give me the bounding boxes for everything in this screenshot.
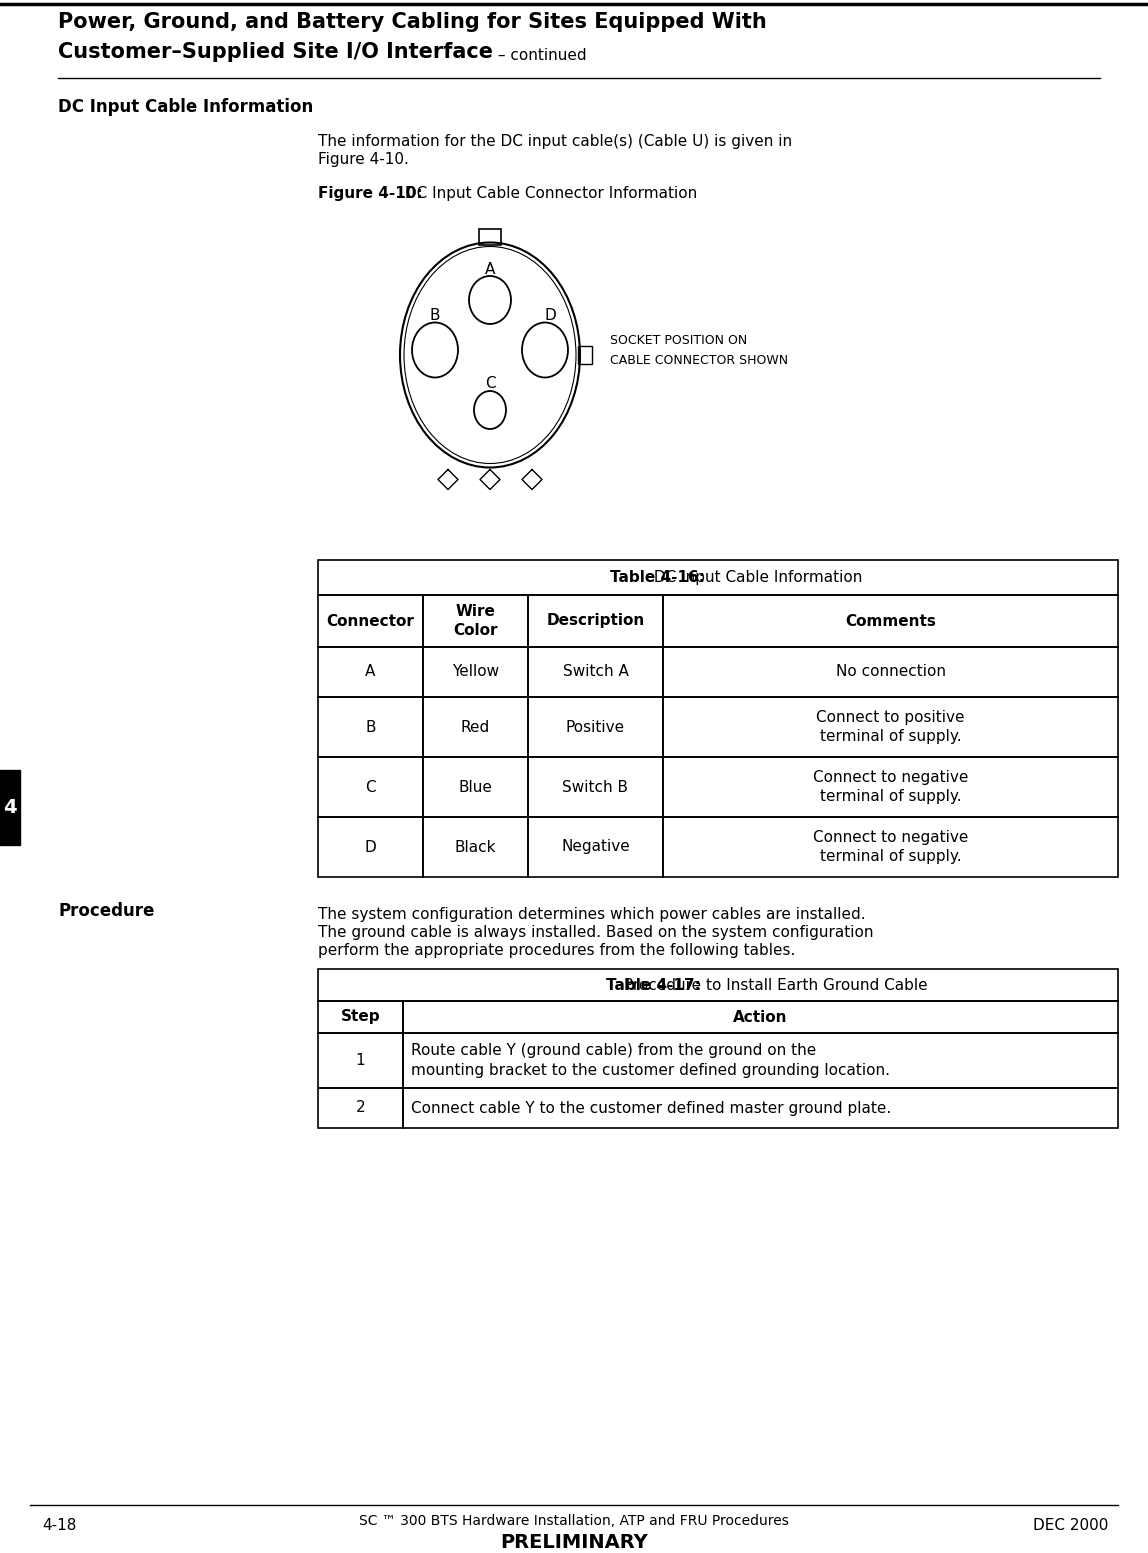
Text: Customer–Supplied Site I/O Interface: Customer–Supplied Site I/O Interface [59, 42, 492, 62]
Bar [422, 756, 528, 817]
Bar [403, 1089, 1118, 1127]
Text: 2: 2 [356, 1101, 365, 1115]
Text: Route cable Y (ground cable) from the ground on the
mounting bracket to the cust: Route cable Y (ground cable) from the gr… [411, 1044, 890, 1078]
Text: – continued: – continued [492, 48, 587, 64]
Bar [318, 1089, 403, 1127]
Bar [479, 228, 501, 244]
Text: Figure 4-10:: Figure 4-10: [318, 186, 422, 200]
Bar [664, 756, 1118, 817]
Text: PRELIMINARY: PRELIMINARY [501, 1533, 647, 1551]
Text: Table 4-16:: Table 4-16: [611, 570, 706, 585]
Bar [664, 595, 1118, 648]
Text: 1: 1 [356, 1053, 365, 1068]
Bar [528, 817, 664, 877]
Text: Step: Step [341, 1009, 380, 1025]
Text: DC Input Cable Information: DC Input Cable Information [650, 570, 862, 585]
Bar [318, 1002, 403, 1033]
Text: Connect to positive
terminal of supply.: Connect to positive terminal of supply. [816, 710, 964, 744]
Text: Connect to negative
terminal of supply.: Connect to negative terminal of supply. [813, 770, 968, 804]
Text: C: C [484, 376, 495, 390]
Text: Positive: Positive [566, 719, 625, 735]
Text: C: C [365, 780, 375, 795]
Text: DEC 2000: DEC 2000 [1032, 1517, 1108, 1533]
Text: Figure 4-10.: Figure 4-10. [318, 152, 409, 168]
Bar [422, 595, 528, 648]
Text: Power, Ground, and Battery Cabling for Sites Equipped With: Power, Ground, and Battery Cabling for S… [59, 12, 767, 33]
Text: DC Input Cable Connector Information: DC Input Cable Connector Information [400, 186, 697, 200]
Text: Switch B: Switch B [563, 780, 628, 795]
Bar [664, 817, 1118, 877]
Text: D: D [544, 307, 556, 323]
Text: Wire
Color: Wire Color [453, 604, 498, 638]
Text: Procedure to Install Earth Ground Cable: Procedure to Install Earth Ground Cable [619, 977, 928, 992]
Text: The information for the DC input cable(s) (Cable U) is given in: The information for the DC input cable(s… [318, 134, 792, 149]
Bar [318, 817, 422, 877]
Text: The system configuration determines which power cables are installed.: The system configuration determines whic… [318, 907, 866, 922]
Bar [403, 1033, 1118, 1089]
Text: DC Input Cable Information: DC Input Cable Information [59, 98, 313, 116]
Bar [528, 697, 664, 756]
Bar [528, 756, 664, 817]
Text: Negative: Negative [561, 840, 630, 854]
Text: Description: Description [546, 613, 645, 629]
Bar [528, 648, 664, 697]
Text: Yellow: Yellow [452, 665, 499, 680]
Bar [318, 595, 422, 648]
Text: Comments: Comments [845, 613, 936, 629]
Text: Procedure: Procedure [59, 902, 154, 919]
Text: 4-18: 4-18 [42, 1517, 77, 1533]
Text: The ground cable is always installed. Based on the system configuration: The ground cable is always installed. Ba… [318, 926, 874, 940]
Text: Connector: Connector [326, 613, 414, 629]
Text: A: A [484, 262, 495, 278]
Text: Blue: Blue [458, 780, 492, 795]
Text: D: D [365, 840, 377, 854]
Bar [403, 1002, 1118, 1033]
Text: Red: Red [460, 719, 490, 735]
Text: Connect cable Y to the customer defined master ground plate.: Connect cable Y to the customer defined … [411, 1101, 891, 1115]
Text: Connect to negative
terminal of supply.: Connect to negative terminal of supply. [813, 829, 968, 865]
Bar [664, 697, 1118, 756]
Bar [318, 969, 1118, 1002]
Text: SC ™ 300 BTS Hardware Installation, ATP and FRU Procedures: SC ™ 300 BTS Hardware Installation, ATP … [359, 1514, 789, 1528]
Bar [422, 648, 528, 697]
Text: Black: Black [455, 840, 496, 854]
Bar [422, 817, 528, 877]
Text: B: B [429, 307, 440, 323]
Text: No connection: No connection [836, 665, 946, 680]
Text: Switch A: Switch A [563, 665, 628, 680]
Bar [577, 346, 592, 363]
Bar [318, 756, 422, 817]
Bar [318, 648, 422, 697]
Bar [318, 697, 422, 756]
Bar [318, 1033, 403, 1089]
Bar [422, 697, 528, 756]
Text: CABLE CONNECTOR SHOWN: CABLE CONNECTOR SHOWN [610, 354, 789, 367]
Bar [318, 561, 1118, 595]
Bar [528, 595, 664, 648]
Text: perform the appropriate procedures from the following tables.: perform the appropriate procedures from … [318, 943, 796, 958]
Text: B: B [365, 719, 375, 735]
Bar [0, 770, 20, 845]
Text: SOCKET POSITION ON: SOCKET POSITION ON [610, 334, 747, 346]
Text: Table 4-17:: Table 4-17: [605, 977, 700, 992]
Text: Action: Action [734, 1009, 788, 1025]
Text: 4: 4 [3, 798, 17, 817]
Text: A: A [365, 665, 375, 680]
Bar [664, 648, 1118, 697]
